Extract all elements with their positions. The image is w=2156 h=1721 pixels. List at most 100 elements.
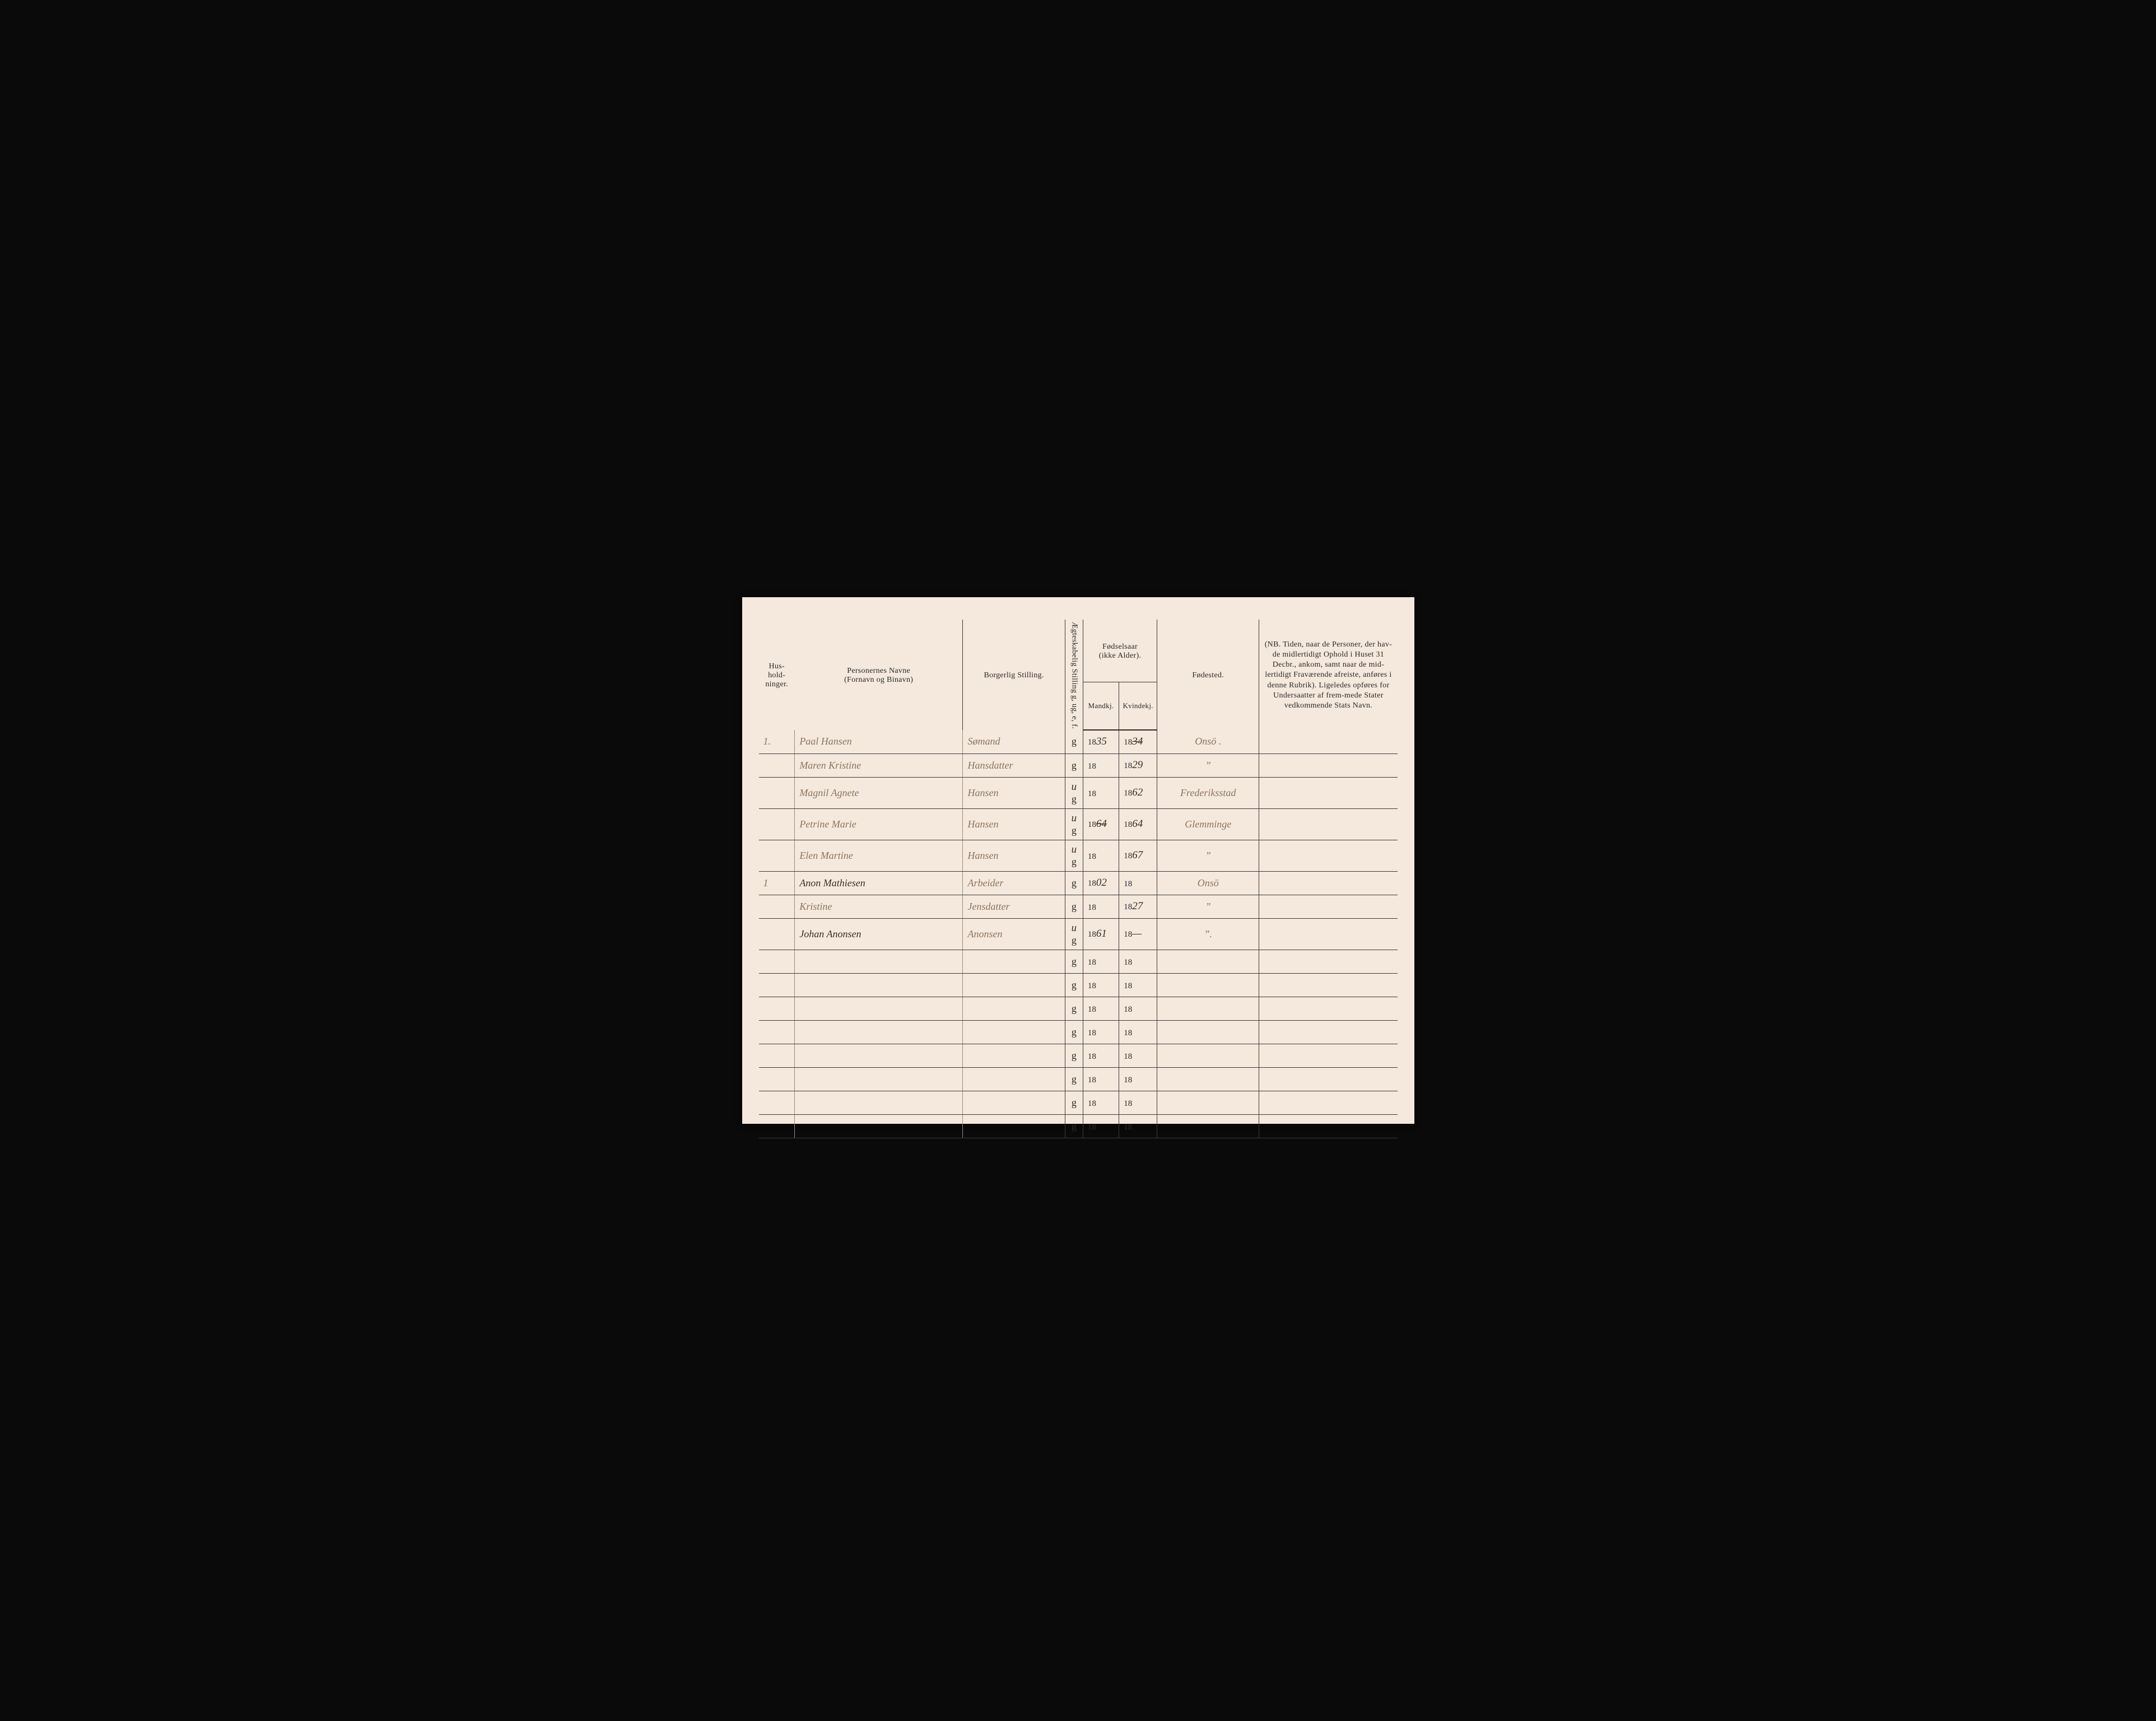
cell-stilling bbox=[963, 1020, 1065, 1044]
cell-mand-year: 1861 bbox=[1083, 918, 1119, 950]
cell-aegteskab: g bbox=[1065, 1091, 1083, 1114]
cell-fodested: Onsö . bbox=[1157, 730, 1259, 753]
table-row: Johan AnonsenAnonsenu g186118—”. bbox=[759, 918, 1398, 950]
table-row: Magnil AgneteHansenu g181862Frederikssta… bbox=[759, 777, 1398, 808]
cell-hushold: 1. bbox=[759, 730, 795, 753]
cell-hushold bbox=[759, 808, 795, 840]
cell-mand-year: 18 bbox=[1083, 1044, 1119, 1067]
cell-fodested: ” bbox=[1157, 895, 1259, 918]
header-navne: Personernes Navne (Fornavn og Binavn) bbox=[795, 620, 963, 730]
cell-hushold bbox=[759, 1114, 795, 1138]
cell-fodested: ”. bbox=[1157, 918, 1259, 950]
cell-kvinde-year: 18 bbox=[1119, 1020, 1157, 1044]
header-kvindekj: Kvindekj. bbox=[1119, 682, 1157, 730]
cell-nb bbox=[1259, 1067, 1398, 1091]
header-mandkj: Mandkj. bbox=[1083, 682, 1119, 730]
cell-aegteskab: u g bbox=[1065, 808, 1083, 840]
cell-hushold bbox=[759, 1044, 795, 1067]
cell-stilling: Anonsen bbox=[963, 918, 1065, 950]
table-row: g1818 bbox=[759, 1114, 1398, 1138]
cell-fodested bbox=[1157, 1091, 1259, 1114]
cell-kvinde-year: 1829 bbox=[1119, 753, 1157, 777]
cell-aegteskab: g bbox=[1065, 997, 1083, 1020]
table-row: g1818 bbox=[759, 1067, 1398, 1091]
cell-mand-year: 18 bbox=[1083, 840, 1119, 871]
cell-name bbox=[795, 1020, 963, 1044]
cell-hushold bbox=[759, 1020, 795, 1044]
cell-aegteskab: g bbox=[1065, 895, 1083, 918]
cell-stilling: Arbeider bbox=[963, 871, 1065, 895]
cell-nb bbox=[1259, 1091, 1398, 1114]
header-nb: (NB. Tiden, naar de Personer, der hav-de… bbox=[1259, 620, 1398, 730]
table-row: g1818 bbox=[759, 950, 1398, 973]
cell-hushold bbox=[759, 997, 795, 1020]
cell-fodested bbox=[1157, 950, 1259, 973]
cell-aegteskab: g bbox=[1065, 1067, 1083, 1091]
cell-kvinde-year: 18 bbox=[1119, 1114, 1157, 1138]
cell-aegteskab: g bbox=[1065, 950, 1083, 973]
cell-mand-year: 18 bbox=[1083, 753, 1119, 777]
cell-kvinde-year: 1827 bbox=[1119, 895, 1157, 918]
cell-fodested bbox=[1157, 1044, 1259, 1067]
cell-fodested: Frederiksstad bbox=[1157, 777, 1259, 808]
cell-name: Elen Martine bbox=[795, 840, 963, 871]
cell-aegteskab: g bbox=[1065, 753, 1083, 777]
table-row: KristineJensdatterg181827” bbox=[759, 895, 1398, 918]
cell-name bbox=[795, 1091, 963, 1114]
cell-kvinde-year: 18 bbox=[1119, 950, 1157, 973]
cell-kvinde-year: 18 bbox=[1119, 1091, 1157, 1114]
cell-name: Magnil Agnete bbox=[795, 777, 963, 808]
cell-fodested: ” bbox=[1157, 753, 1259, 777]
cell-mand-year: 18 bbox=[1083, 777, 1119, 808]
cell-aegteskab: g bbox=[1065, 1114, 1083, 1138]
cell-mand-year: 18 bbox=[1083, 1020, 1119, 1044]
cell-fodested bbox=[1157, 1067, 1259, 1091]
header-aegteskabelig: Ægteskabelig Stilling g, ug, e, f. bbox=[1065, 620, 1083, 730]
cell-stilling: Hansdatter bbox=[963, 753, 1065, 777]
table-row: g1818 bbox=[759, 997, 1398, 1020]
cell-mand-year: 18 bbox=[1083, 950, 1119, 973]
cell-stilling bbox=[963, 950, 1065, 973]
cell-stilling bbox=[963, 1114, 1065, 1138]
cell-kvinde-year: 18 bbox=[1119, 1067, 1157, 1091]
cell-name: Petrine Marie bbox=[795, 808, 963, 840]
cell-name bbox=[795, 1114, 963, 1138]
cell-kvinde-year: 1834 bbox=[1119, 730, 1157, 753]
cell-aegteskab: g bbox=[1065, 730, 1083, 753]
cell-stilling: Hansen bbox=[963, 808, 1065, 840]
header-fodselsaar: Fødselsaar (ikke Alder). bbox=[1083, 620, 1157, 682]
cell-kvinde-year: 18 bbox=[1119, 871, 1157, 895]
table-row: Maren KristineHansdatterg181829” bbox=[759, 753, 1398, 777]
cell-name bbox=[795, 997, 963, 1020]
cell-stilling bbox=[963, 997, 1065, 1020]
cell-hushold bbox=[759, 950, 795, 973]
cell-aegteskab: g bbox=[1065, 1044, 1083, 1067]
cell-aegteskab: g bbox=[1065, 1020, 1083, 1044]
table-row: 1Anon MathiesenArbeiderg180218Onsö bbox=[759, 871, 1398, 895]
cell-kvinde-year: 1867 bbox=[1119, 840, 1157, 871]
cell-nb bbox=[1259, 840, 1398, 871]
table-row: 1.Paal HansenSømandg18351834Onsö . bbox=[759, 730, 1398, 753]
cell-hushold bbox=[759, 918, 795, 950]
cell-mand-year: 18 bbox=[1083, 997, 1119, 1020]
cell-kvinde-year: 18 bbox=[1119, 1044, 1157, 1067]
header-stilling: Borgerlig Stilling. bbox=[963, 620, 1065, 730]
cell-name: Paal Hansen bbox=[795, 730, 963, 753]
cell-nb bbox=[1259, 1044, 1398, 1067]
header-husholdninger: Hus- hold- ninger. bbox=[759, 620, 795, 730]
cell-hushold bbox=[759, 777, 795, 808]
cell-kvinde-year: 1862 bbox=[1119, 777, 1157, 808]
cell-fodested: Onsö bbox=[1157, 871, 1259, 895]
cell-stilling: Sømand bbox=[963, 730, 1065, 753]
cell-hushold bbox=[759, 1091, 795, 1114]
cell-fodested bbox=[1157, 1020, 1259, 1044]
cell-mand-year: 18 bbox=[1083, 895, 1119, 918]
cell-fodested: ” bbox=[1157, 840, 1259, 871]
cell-stilling bbox=[963, 1067, 1065, 1091]
cell-name bbox=[795, 973, 963, 997]
cell-nb bbox=[1259, 777, 1398, 808]
cell-stilling: Hansen bbox=[963, 777, 1065, 808]
cell-name: Anon Mathiesen bbox=[795, 871, 963, 895]
cell-nb bbox=[1259, 871, 1398, 895]
cell-nb bbox=[1259, 808, 1398, 840]
